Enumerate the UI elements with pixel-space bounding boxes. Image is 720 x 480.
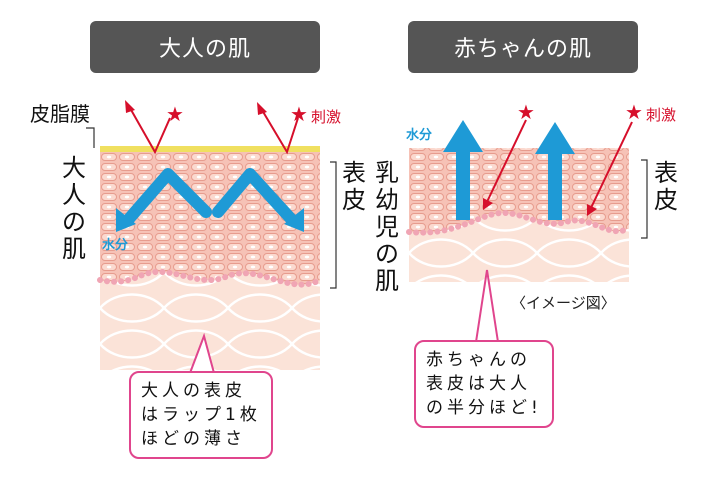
adult-callout-line-3: ほどの薄さ bbox=[141, 429, 246, 449]
adult-title: 大人の肌 bbox=[158, 37, 251, 62]
baby-stimulus-arrows bbox=[485, 119, 633, 211]
adult-skin bbox=[97, 146, 323, 370]
baby-water-label: 水分 bbox=[406, 128, 433, 143]
adult-stimulus-arrows bbox=[129, 107, 299, 155]
baby-skin bbox=[406, 148, 632, 282]
baby-callout-line-3: の半分ほど! bbox=[426, 398, 542, 418]
baby-stimulus-label: 刺激 bbox=[646, 106, 677, 124]
baby-title-badge: 赤ちゃんの肌 bbox=[408, 21, 638, 73]
sebum-label: 皮脂膜 bbox=[30, 102, 90, 126]
adult-callout-line-1: 大人の表皮 bbox=[141, 381, 246, 401]
adult-water-arrows bbox=[122, 168, 298, 226]
adult-water-label: 水分 bbox=[102, 238, 129, 253]
sebum-film bbox=[100, 146, 320, 152]
baby-epidermis-label: 表皮 bbox=[654, 159, 678, 214]
baby-callout-line-2: 表皮は大人 bbox=[426, 374, 531, 394]
adult-side-label: 大人の肌 bbox=[62, 154, 86, 263]
baby-title: 赤ちゃんの肌 bbox=[453, 37, 592, 62]
adult-star-icon-1: ★ bbox=[166, 102, 184, 126]
adult-title-badge: 大人の肌 bbox=[90, 21, 320, 73]
adult-callout-line-2: はラップ1枚 bbox=[141, 405, 261, 425]
baby-callout-line-1: 赤ちゃんの bbox=[426, 350, 531, 370]
baby-side-label: 乳幼児の肌 bbox=[375, 159, 399, 295]
image-note: 〈イメージ図〉 bbox=[511, 294, 616, 312]
adult-callout: 大人の表皮 はラップ1枚 ほどの薄さ bbox=[129, 371, 273, 459]
adult-epidermis-label: 表皮 bbox=[342, 159, 366, 214]
baby-star-icon-2: ★ bbox=[625, 100, 643, 124]
baby-callout: 赤ちゃんの 表皮は大人 の半分ほど! bbox=[414, 340, 554, 428]
baby-water-arrows bbox=[443, 120, 575, 220]
adult-stimulus-label: 刺激 bbox=[311, 108, 342, 126]
adult-star-icon-2: ★ bbox=[290, 102, 308, 126]
baby-star-icon-1: ★ bbox=[517, 100, 535, 124]
